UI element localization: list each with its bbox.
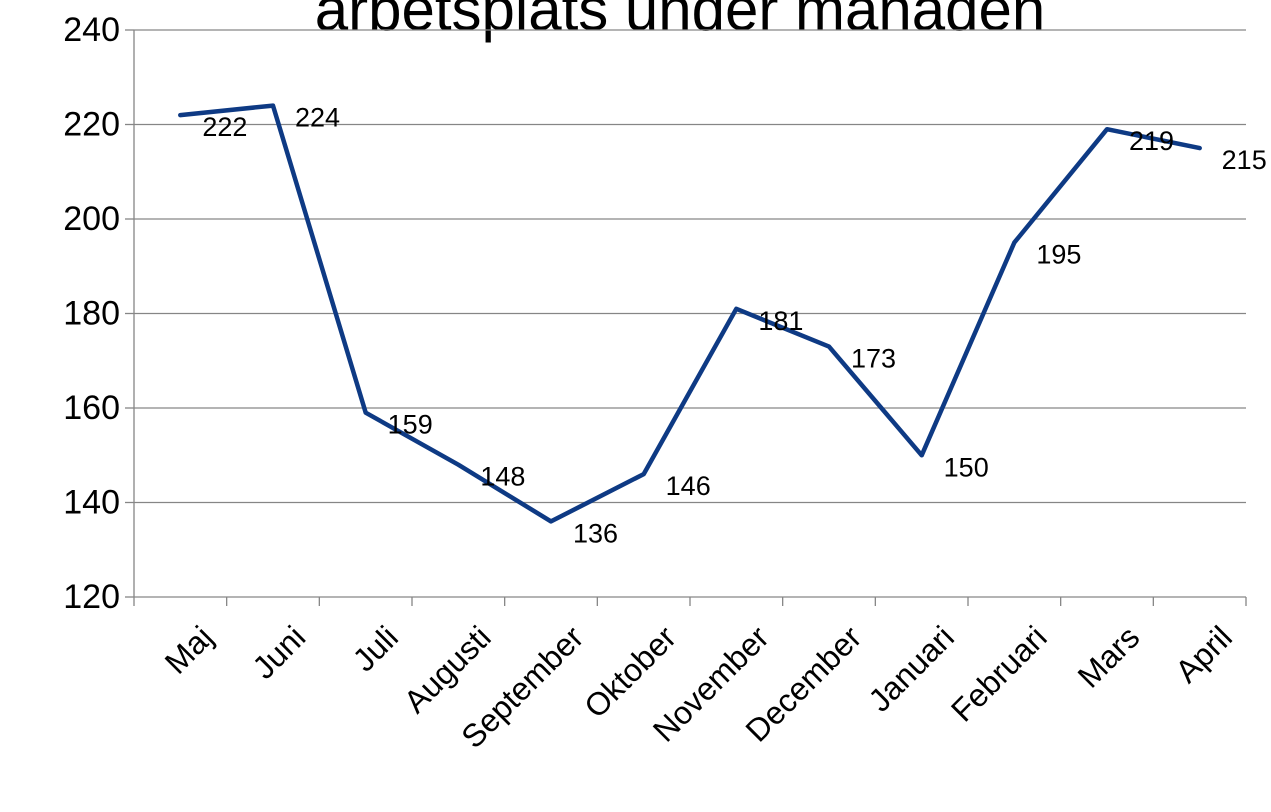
data-label-oktober: 146: [666, 471, 711, 501]
data-label-januari: 150: [944, 452, 989, 482]
data-labels: 222 224 159 148 136 146 181 173 150 195 219 215: [202, 103, 1266, 549]
data-label-juli: 159: [388, 410, 433, 440]
data-label-mars: 219: [1129, 126, 1174, 156]
y-tick-label: 200: [63, 200, 120, 238]
gridlines: [134, 29, 1246, 504]
x-tick-label-maj: Maj: [158, 619, 220, 681]
data-label-november: 181: [758, 306, 803, 336]
data-label-april: 215: [1222, 145, 1267, 175]
data-label-augusti: 148: [480, 462, 525, 492]
data-label-september: 136: [573, 518, 618, 548]
data-label-juni: 224: [295, 103, 340, 133]
chart-title: arbetsplats under månaden: [315, 0, 1046, 43]
x-tick-label-mars: Mars: [1071, 619, 1147, 695]
y-tick-label: 220: [63, 106, 120, 144]
data-label-december: 173: [851, 344, 896, 374]
axes: [125, 29, 1247, 606]
series-line: [178, 103, 1202, 524]
x-tick-label-juni: Juni: [245, 619, 312, 686]
x-tick-label-juli: Juli: [346, 619, 405, 678]
x-tick-label-april: April: [1168, 619, 1239, 690]
y-axis-tick-labels: 120 140 160 180 200 220 240: [63, 11, 120, 616]
series-layer: [178, 103, 1202, 524]
data-label-maj: 222: [202, 112, 247, 142]
x-axis-tick-labels: Maj Juni JuliAugustiSeptemberOktoberNovemb…: [158, 619, 1239, 755]
y-tick-label: 160: [63, 389, 120, 427]
data-label-februari: 195: [1036, 240, 1081, 270]
y-tick-label: 180: [63, 295, 120, 333]
x-tick-label-februari: Februari: [944, 619, 1054, 729]
y-tick-label: 240: [63, 11, 120, 49]
y-tick-label: 140: [63, 484, 120, 522]
y-tick-label: 120: [63, 578, 120, 616]
